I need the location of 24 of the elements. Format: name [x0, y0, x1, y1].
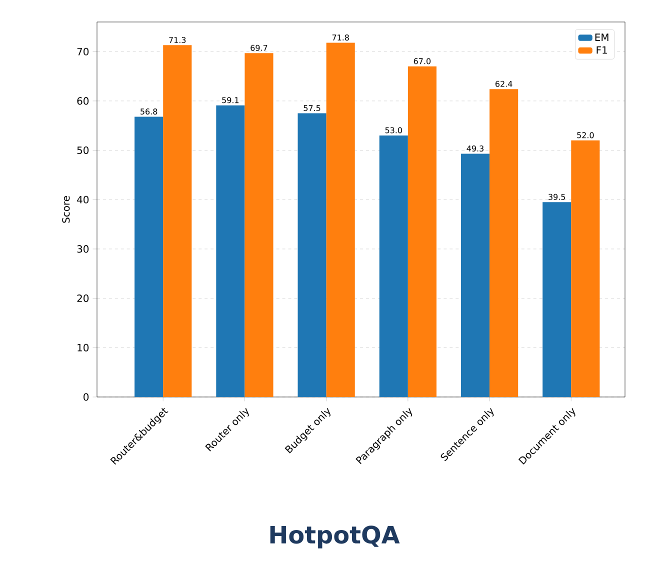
y-tick-label: 0	[84, 393, 89, 401]
y-tick-label: 70	[77, 48, 89, 56]
bar	[326, 42, 355, 397]
bar	[571, 140, 600, 397]
bar	[244, 53, 274, 397]
y-tick-label: 50	[77, 146, 89, 154]
bar	[134, 116, 164, 397]
text: HotpotQA	[270, 526, 400, 548]
bar	[216, 105, 245, 397]
legend-label: EM	[595, 34, 608, 41]
bar	[163, 45, 192, 397]
bar	[298, 113, 326, 397]
bar	[460, 154, 490, 397]
y-axis-title: Score	[62, 196, 70, 223]
bar	[490, 89, 518, 397]
bar	[408, 66, 436, 397]
legend-label: F1	[596, 46, 607, 54]
y-tick-label: 10	[78, 344, 89, 352]
y-tick-label: 20	[77, 294, 89, 302]
y-tick-label: 30	[77, 245, 89, 253]
y-tick-label: 40	[77, 196, 89, 204]
y-tick-label: 60	[77, 97, 89, 105]
bar	[379, 135, 408, 397]
bar	[542, 202, 572, 397]
